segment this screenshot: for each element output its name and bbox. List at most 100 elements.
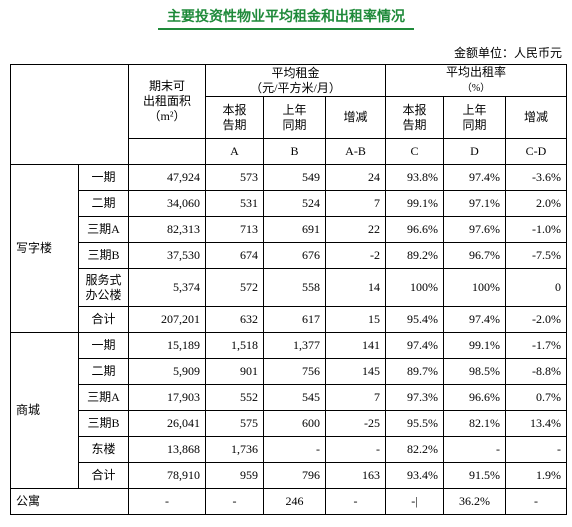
header-text: 平均出租率 — [445, 65, 506, 79]
value-cell: 691 — [263, 216, 326, 243]
row-label: 一期 — [78, 332, 129, 359]
value-cell: 141 — [325, 332, 386, 359]
header-cell: A-B — [325, 138, 386, 165]
value-cell: 47,924 — [128, 164, 206, 191]
data-row: 服务式 办公楼 5,374 572 558 14 100% 100% 0 — [11, 268, 567, 307]
value-cell: 95.4% — [385, 306, 444, 333]
value-cell: 552 — [205, 384, 264, 411]
value-cell: 24 — [325, 164, 386, 191]
header-cell: 增减 — [325, 96, 386, 139]
row-label: 服务式 办公楼 — [78, 268, 129, 307]
header-unit: （元/平方米/月） — [250, 80, 341, 95]
value-cell: -| — [385, 488, 444, 515]
value-cell: 26,041 — [128, 410, 206, 437]
value-cell: 100% — [443, 268, 506, 307]
value-cell: 93.8% — [385, 164, 444, 191]
value-cell: 82.2% — [385, 436, 444, 463]
value-cell: 531 — [205, 190, 264, 217]
row-label: 三期B — [78, 410, 129, 437]
group-cell: 公寓 — [10, 488, 129, 515]
value-cell: 1,736 — [205, 436, 264, 463]
value-cell: 89.7% — [385, 358, 444, 385]
row-label: 三期B — [78, 242, 129, 269]
header-row: 期末可 出租面积 （m²） 平均租金 （元/平方米/月） 平均出租率 （%） — [10, 64, 567, 165]
value-cell: - — [128, 488, 206, 515]
value-cell: 600 — [263, 410, 326, 437]
value-cell: 34,060 — [128, 190, 206, 217]
value-cell: 246 — [263, 488, 326, 515]
value-cell: 207,201 — [128, 306, 206, 333]
header-cell — [128, 138, 206, 165]
value-cell: 93.4% — [385, 462, 444, 489]
value-cell: 713 — [205, 216, 264, 243]
value-cell: 756 — [263, 358, 326, 385]
title-underline — [158, 28, 414, 30]
value-cell: - — [325, 488, 386, 515]
value-cell: 145 — [325, 358, 386, 385]
value-cell: 99.1% — [385, 190, 444, 217]
value-cell: - — [443, 436, 506, 463]
title: 主要投资性物业平均租金和出租率情况 — [167, 9, 405, 25]
header-cell: 本报 告期 — [385, 96, 444, 139]
value-cell: 0.7% — [505, 384, 567, 411]
value-cell: -2 — [325, 242, 386, 269]
row-label: 二期 — [78, 190, 129, 217]
value-cell: 96.6% — [443, 384, 506, 411]
data-row: 合计 207,201 632 617 15 95.4% 97.4% -2.0% — [11, 306, 567, 333]
value-cell: 573 — [205, 164, 264, 191]
value-cell: 22 — [325, 216, 386, 243]
value-cell: 545 — [263, 384, 326, 411]
value-cell: 98.5% — [443, 358, 506, 385]
corner-cell — [10, 64, 129, 165]
header-cell: 上年 同期 — [263, 96, 326, 139]
header-cell: B — [263, 138, 326, 165]
value-cell: 2.0% — [505, 190, 567, 217]
data-row: 合计 78,910 959 796 163 93.4% 91.5% 1.9% — [11, 462, 567, 489]
value-cell: 5,909 — [128, 358, 206, 385]
header-unit: （%） — [461, 83, 491, 94]
row-label: 东楼 — [78, 436, 129, 463]
value-cell: 100% — [385, 268, 444, 307]
value-cell: 796 — [263, 462, 326, 489]
value-cell: 97.6% — [443, 216, 506, 243]
data-row: 三期A 82,313 713 691 22 96.6% 97.6% -1.0% — [11, 216, 567, 243]
header-row: A B A-B C D C-D — [11, 138, 567, 165]
value-cell: 1.9% — [505, 462, 567, 489]
row-label: 一期 — [78, 164, 129, 191]
value-cell: - — [263, 436, 326, 463]
data-row: 写字楼 一期 47,924 573 549 24 93.8% 97.4% -3.6% — [10, 164, 567, 333]
value-cell: 96.6% — [385, 216, 444, 243]
value-cell: 91.5% — [443, 462, 506, 489]
value-cell: 5,374 — [128, 268, 206, 307]
value-cell: 524 — [263, 190, 326, 217]
value-cell: -2.0% — [505, 306, 567, 333]
data-row: 三期B 26,041 575 600 -25 95.5% 82.1% 13.4% — [11, 410, 567, 437]
value-cell: 15,189 — [128, 332, 206, 359]
value-cell: 1,518 — [205, 332, 264, 359]
row-label: 三期A — [78, 384, 129, 411]
value-cell: - — [205, 488, 264, 515]
value-cell: 572 — [205, 268, 264, 307]
value-cell: 1,377 — [263, 332, 326, 359]
value-cell: 78,910 — [128, 462, 206, 489]
header-cell: C — [385, 138, 444, 165]
value-cell: 901 — [205, 358, 264, 385]
value-cell: 558 — [263, 268, 326, 307]
value-cell: 99.1% — [443, 332, 506, 359]
value-cell: - — [505, 488, 567, 515]
value-cell: -8.8% — [505, 358, 567, 385]
header-cell: 上年 同期 — [443, 96, 506, 139]
value-cell: 97.4% — [443, 164, 506, 191]
value-cell: 674 — [205, 242, 264, 269]
header-cell: 增减 — [505, 96, 567, 139]
data-row: 公寓 - -246- -| 36.2% - — [10, 488, 567, 515]
value-cell: 15 — [325, 306, 386, 333]
value-cell: 575 — [205, 410, 264, 437]
value-cell: -1.0% — [505, 216, 567, 243]
group-cell: 写字楼 — [10, 164, 79, 333]
header-cell: 本报 告期 — [205, 96, 264, 139]
value-cell: 617 — [263, 306, 326, 333]
header-cell: D — [443, 138, 506, 165]
value-cell: 37,530 — [128, 242, 206, 269]
row-label: 三期A — [78, 216, 129, 243]
